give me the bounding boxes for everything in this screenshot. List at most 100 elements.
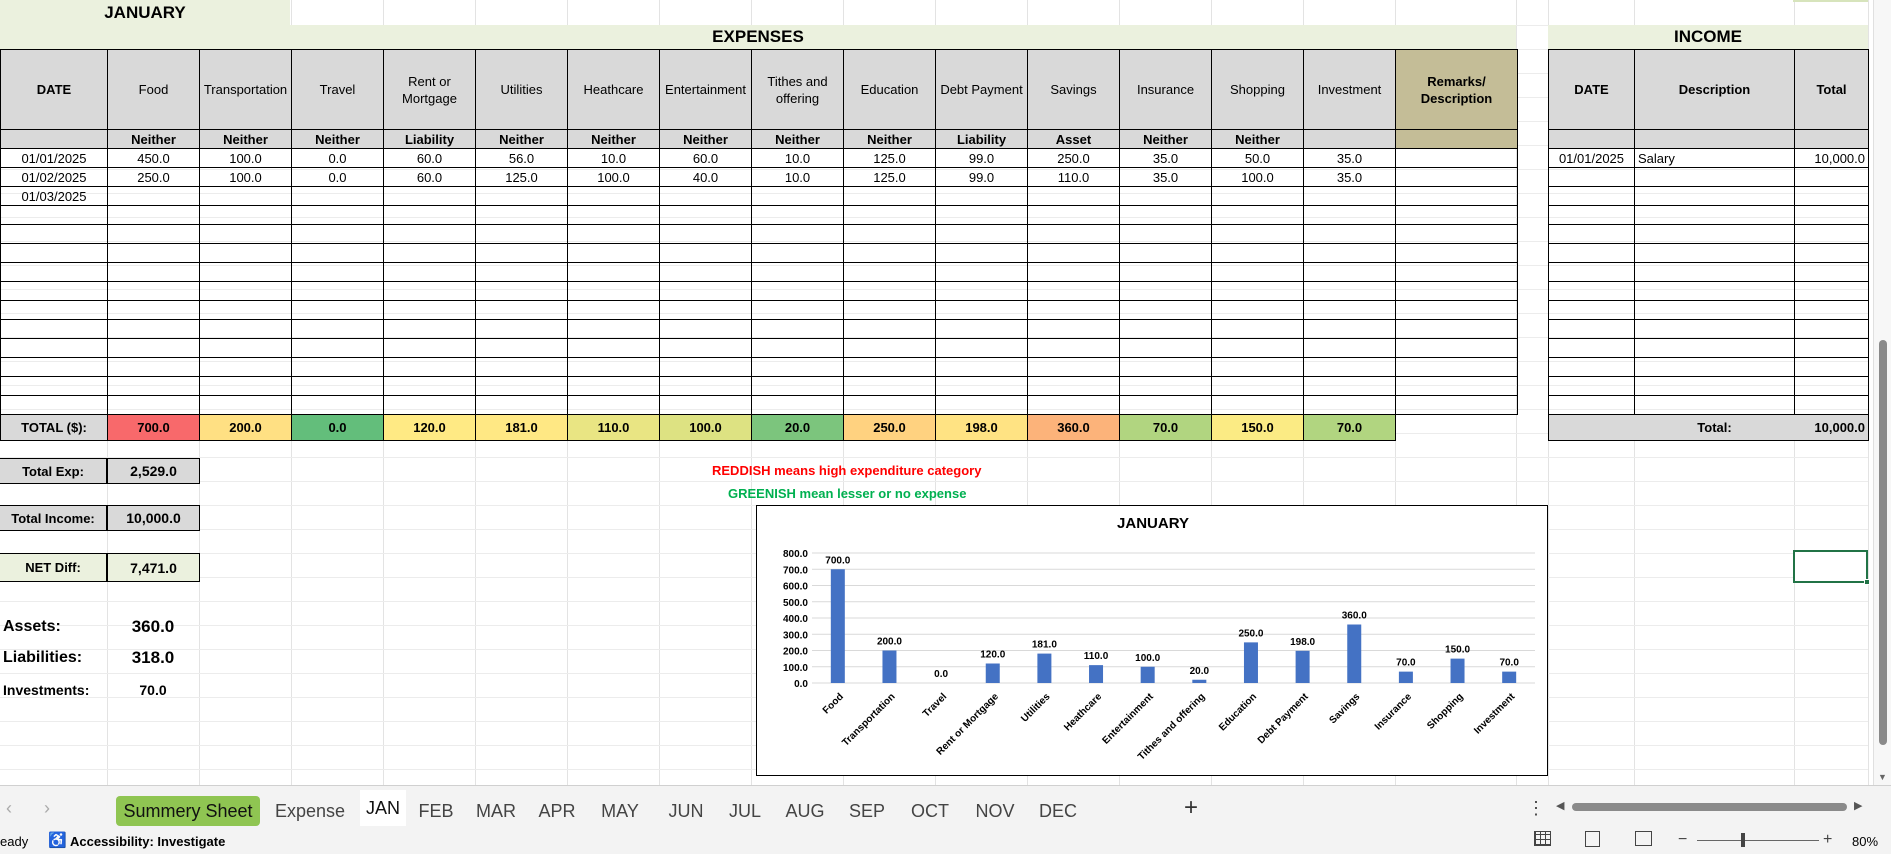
expense-cell[interactable] — [659, 338, 752, 358]
expense-cell[interactable] — [475, 357, 568, 377]
expense-cell[interactable] — [843, 205, 936, 225]
expense-cell[interactable] — [1027, 395, 1120, 415]
expense-cell[interactable] — [1303, 186, 1396, 206]
expense-cell[interactable] — [1119, 376, 1212, 396]
expense-cell[interactable] — [199, 338, 292, 358]
expense-cell[interactable] — [567, 281, 660, 301]
fill-handle[interactable] — [1864, 579, 1870, 585]
expense-cell[interactable] — [383, 243, 476, 263]
remarks-cell[interactable] — [1395, 186, 1518, 206]
remarks-cell[interactable] — [1395, 262, 1518, 282]
expense-cell[interactable] — [1303, 300, 1396, 320]
expense-cell[interactable]: 100.0 — [199, 167, 292, 187]
vertical-scrollbar[interactable]: ▼ — [1873, 0, 1891, 785]
expense-cell[interactable]: 125.0 — [843, 148, 936, 168]
expense-cell[interactable] — [291, 376, 384, 396]
income-total-cell[interactable] — [1794, 319, 1869, 339]
expense-cell[interactable] — [567, 224, 660, 244]
date-cell[interactable] — [0, 243, 108, 263]
expense-cell[interactable]: 10.0 — [567, 148, 660, 168]
income-total-cell[interactable] — [1794, 357, 1869, 377]
expense-cell[interactable] — [199, 224, 292, 244]
income-description-cell[interactable] — [1634, 395, 1795, 415]
date-cell[interactable] — [0, 319, 108, 339]
expense-cell[interactable] — [475, 338, 568, 358]
date-cell[interactable]: 01/02/2025 — [0, 167, 108, 187]
expense-cell[interactable] — [107, 243, 200, 263]
expense-cell[interactable] — [1027, 205, 1120, 225]
tab-jan[interactable]: JAN — [360, 790, 406, 826]
expense-cell[interactable] — [567, 186, 660, 206]
income-date-cell[interactable] — [1548, 357, 1635, 377]
income-date-cell[interactable] — [1548, 205, 1635, 225]
date-cell[interactable] — [0, 300, 108, 320]
expense-cell[interactable] — [107, 205, 200, 225]
expense-cell[interactable] — [751, 300, 844, 320]
horizontal-scrollbar[interactable]: ◀ ▶ — [1556, 800, 1865, 814]
income-date-cell[interactable] — [1548, 243, 1635, 263]
expense-cell[interactable]: 100.0 — [199, 148, 292, 168]
expense-cell[interactable] — [843, 357, 936, 377]
remarks-cell[interactable] — [1395, 357, 1518, 377]
expense-cell[interactable] — [383, 281, 476, 301]
expense-cell[interactable] — [291, 186, 384, 206]
expense-cell[interactable] — [475, 186, 568, 206]
income-description-cell[interactable] — [1634, 281, 1795, 301]
income-date-cell[interactable] — [1548, 167, 1635, 187]
expense-cell[interactable] — [935, 281, 1028, 301]
expense-cell[interactable] — [935, 357, 1028, 377]
tab-nov[interactable]: NOV — [975, 800, 1015, 821]
date-cell[interactable] — [0, 224, 108, 244]
date-cell[interactable] — [0, 376, 108, 396]
expense-cell[interactable] — [567, 262, 660, 282]
income-total-cell[interactable] — [1794, 186, 1869, 206]
expense-cell[interactable] — [107, 395, 200, 415]
expense-cell[interactable] — [1211, 186, 1304, 206]
vertical-scroll-thumb[interactable] — [1879, 340, 1887, 745]
expense-cell[interactable] — [1027, 186, 1120, 206]
expense-cell[interactable]: 110.0 — [1027, 167, 1120, 187]
expense-cell[interactable] — [1119, 281, 1212, 301]
tab-mar[interactable]: MAR — [476, 800, 516, 821]
date-cell[interactable] — [0, 262, 108, 282]
income-total-cell[interactable] — [1794, 205, 1869, 225]
expense-cell[interactable] — [751, 357, 844, 377]
income-date-cell[interactable] — [1548, 262, 1635, 282]
expense-cell[interactable] — [1119, 357, 1212, 377]
income-description-cell[interactable] — [1634, 357, 1795, 377]
expense-cell[interactable]: 35.0 — [1303, 167, 1396, 187]
income-description-cell[interactable] — [1634, 319, 1795, 339]
expense-cell[interactable] — [567, 205, 660, 225]
expense-cell[interactable] — [199, 376, 292, 396]
expense-cell[interactable]: 99.0 — [935, 148, 1028, 168]
expense-cell[interactable] — [751, 186, 844, 206]
expense-cell[interactable]: 35.0 — [1119, 148, 1212, 168]
expense-cell[interactable] — [935, 262, 1028, 282]
expense-cell[interactable] — [567, 319, 660, 339]
expense-cell[interactable] — [383, 319, 476, 339]
expense-cell[interactable] — [475, 224, 568, 244]
expense-cell[interactable] — [751, 338, 844, 358]
income-total-cell[interactable] — [1794, 167, 1869, 187]
tab-oct[interactable]: OCT — [911, 800, 949, 821]
remarks-cell[interactable] — [1395, 338, 1518, 358]
income-total-cell[interactable] — [1794, 338, 1869, 358]
remarks-cell[interactable] — [1395, 281, 1518, 301]
expense-cell[interactable] — [935, 300, 1028, 320]
income-total-cell[interactable]: 10,000.0 — [1794, 148, 1869, 168]
expense-cell[interactable] — [383, 376, 476, 396]
expense-cell[interactable] — [1027, 319, 1120, 339]
expense-cell[interactable] — [935, 395, 1028, 415]
expense-cell[interactable]: 60.0 — [659, 148, 752, 168]
hscroll-left-arrow[interactable]: ◀ — [1556, 800, 1565, 812]
expense-cell[interactable] — [935, 205, 1028, 225]
income-description-cell[interactable] — [1634, 224, 1795, 244]
expense-cell[interactable] — [1211, 300, 1304, 320]
tab-apr[interactable]: APR — [538, 800, 576, 821]
expense-cell[interactable] — [107, 281, 200, 301]
expense-cell[interactable]: 99.0 — [935, 167, 1028, 187]
expense-cell[interactable] — [291, 395, 384, 415]
expense-cell[interactable] — [567, 357, 660, 377]
expense-cell[interactable] — [199, 186, 292, 206]
expense-cell[interactable] — [1119, 319, 1212, 339]
